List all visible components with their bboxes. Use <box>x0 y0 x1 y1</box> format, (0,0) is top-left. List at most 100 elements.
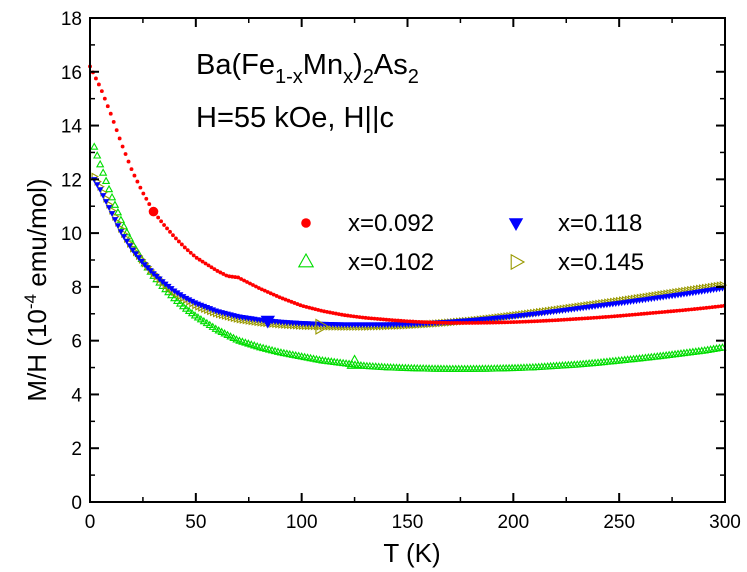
x-axis-title: T (K) <box>383 538 440 568</box>
data-point <box>615 314 620 318</box>
data-point <box>458 321 463 325</box>
data-point <box>196 314 206 323</box>
data-point <box>366 316 371 321</box>
data-point <box>648 311 652 316</box>
data-point <box>585 316 590 321</box>
highlight-point <box>148 206 159 217</box>
data-point <box>470 320 475 325</box>
y-axis-title-prefix: M/H (10 <box>22 309 52 401</box>
data-point <box>185 248 190 253</box>
data-point <box>135 179 140 184</box>
data-point <box>556 318 561 322</box>
data-point <box>99 193 107 199</box>
data-point <box>268 291 273 296</box>
data-point <box>310 306 315 311</box>
data-point <box>571 317 575 322</box>
legend-marker <box>508 218 524 231</box>
data-point <box>511 320 516 325</box>
data-point <box>357 315 362 320</box>
data-point <box>609 314 614 319</box>
formula-part: Ba(Fe <box>196 49 275 81</box>
data-point <box>559 317 564 322</box>
data-point <box>105 104 110 109</box>
legend-label: x=0.118 <box>558 210 642 237</box>
data-point <box>630 312 635 317</box>
data-point <box>538 319 543 323</box>
data-point <box>434 320 439 325</box>
data-point <box>179 294 187 300</box>
data-point <box>188 250 193 255</box>
data-point <box>440 320 445 325</box>
data-point <box>277 295 282 300</box>
data-point <box>360 315 365 320</box>
data-point <box>594 315 599 320</box>
data-point <box>165 226 169 231</box>
data-point <box>491 320 495 325</box>
data-point <box>304 304 309 309</box>
data-point <box>662 309 667 314</box>
data-point <box>642 311 647 316</box>
data-point <box>93 182 101 188</box>
data-point <box>123 238 131 245</box>
data-point <box>104 184 114 193</box>
x-tick-label: 200 <box>497 512 529 533</box>
data-point <box>393 318 398 323</box>
data-point <box>93 151 102 159</box>
data-point <box>502 320 507 325</box>
data-point <box>422 320 427 325</box>
data-point <box>123 152 128 156</box>
y-tick-label: 2 <box>71 439 82 460</box>
data-point <box>95 159 105 168</box>
formula-part: ) <box>353 49 363 81</box>
data-point <box>102 96 107 101</box>
annotation-field: H=55 kOe, H||c <box>196 102 394 134</box>
legend-marker <box>510 253 526 271</box>
data-point <box>218 270 223 275</box>
data-point <box>390 318 395 323</box>
data-point <box>289 299 294 304</box>
data-point <box>96 82 101 87</box>
data-point <box>211 324 220 332</box>
data-point <box>479 320 484 325</box>
data-point <box>227 274 232 279</box>
data-point <box>553 318 558 323</box>
data-point <box>98 168 108 176</box>
data-point <box>144 196 149 201</box>
data-point <box>191 253 196 258</box>
data-point <box>117 136 122 141</box>
data-point <box>532 319 537 324</box>
x-tick-label: 250 <box>603 512 635 533</box>
data-point <box>467 321 472 325</box>
data-point <box>129 167 134 172</box>
data-point <box>135 255 142 261</box>
legend-marker <box>301 218 311 228</box>
data-point <box>254 284 258 289</box>
data-point <box>408 319 412 324</box>
data-point <box>199 316 209 325</box>
data-point <box>544 318 549 323</box>
data-point <box>190 311 200 319</box>
data-point <box>182 295 190 302</box>
plot-marks <box>88 64 728 372</box>
data-point <box>375 316 380 321</box>
data-point <box>499 320 504 325</box>
data-point <box>242 278 247 283</box>
data-point <box>354 314 359 319</box>
y-tick-label: 10 <box>61 224 82 245</box>
x-tick-label: 300 <box>709 512 741 533</box>
data-point <box>535 319 540 324</box>
data-point <box>342 313 347 318</box>
data-point <box>307 305 312 310</box>
highlight-point <box>346 354 363 369</box>
data-point <box>265 290 270 294</box>
data-point <box>579 316 584 321</box>
data-point <box>322 309 327 314</box>
data-point <box>417 319 421 324</box>
data-point <box>188 298 196 305</box>
data-point <box>114 223 122 229</box>
data-point <box>710 305 715 310</box>
data-point <box>165 283 172 290</box>
data-point <box>171 233 175 238</box>
data-point <box>674 308 679 313</box>
data-point <box>215 269 220 273</box>
